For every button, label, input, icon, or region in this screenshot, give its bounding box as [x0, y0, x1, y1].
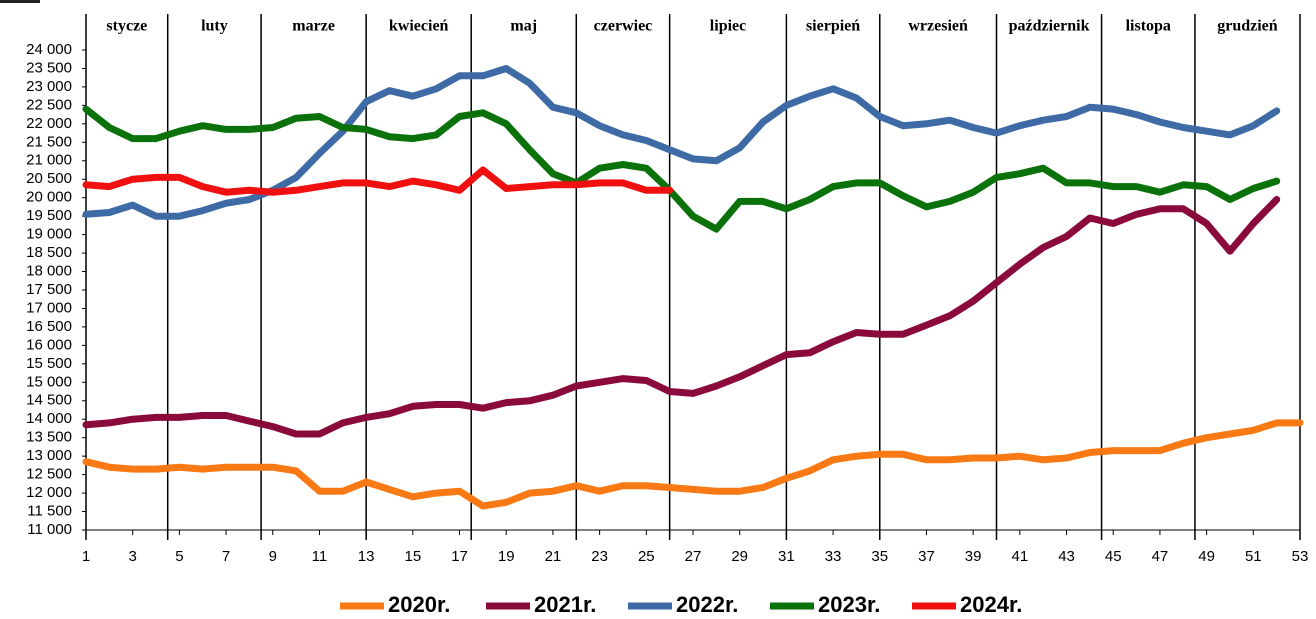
y-tick-label: 21 000 [26, 152, 72, 169]
y-tick-label: 16 000 [26, 336, 72, 353]
x-tick-label: 41 [1012, 548, 1029, 565]
y-tick-label: 20 000 [26, 189, 72, 206]
x-tick-label: 11 [312, 548, 328, 565]
y-tick-label: 11 000 [27, 521, 72, 538]
x-tick-label: 27 [685, 548, 702, 565]
y-tick-label: 18 000 [26, 263, 72, 280]
x-tick-label: 47 [1152, 548, 1169, 565]
series-line [82, 419, 1304, 510]
x-tick-label: 53 [1292, 548, 1309, 565]
series-line [82, 105, 1281, 233]
x-tick-label: 19 [498, 548, 515, 565]
month-label: marze [292, 18, 335, 35]
x-tick-label: 13 [358, 548, 375, 565]
month-label: sierpień [806, 18, 860, 35]
series-line [82, 196, 1281, 438]
x-tick-label: 5 [175, 548, 183, 565]
x-tick-label: 49 [1198, 548, 1215, 565]
x-tick-label: 39 [965, 548, 982, 565]
x-tick-label: 43 [1058, 548, 1075, 565]
y-tick-label: 19 000 [26, 226, 72, 243]
x-tick-label: 23 [591, 548, 608, 565]
y-tick-label: 16 500 [26, 318, 72, 335]
y-tick-label: 24 000 [26, 41, 72, 58]
y-tick-label: 21 500 [26, 133, 72, 150]
y-tick-label: 18 500 [26, 244, 72, 261]
x-tick-label: 33 [825, 548, 842, 565]
x-tick-label: 17 [451, 548, 468, 565]
legend-label: 2023r. [818, 592, 880, 617]
x-tick-label: 35 [871, 548, 888, 565]
legend-label: 2022r. [676, 592, 738, 617]
x-tick-label: 31 [778, 548, 795, 565]
x-tick-label: 45 [1105, 548, 1122, 565]
x-tick-label: 25 [638, 548, 655, 565]
x-tick-label: 37 [918, 548, 935, 565]
y-tick-label: 14 000 [26, 410, 72, 427]
series-line [82, 65, 1281, 220]
month-label: maj [510, 18, 537, 35]
series-line [82, 166, 674, 196]
month-label: październik [1009, 18, 1090, 35]
y-tick-label: 23 000 [26, 78, 72, 95]
month-label: kwiecień [389, 18, 449, 35]
y-tick-label: 22 500 [26, 96, 72, 113]
x-tick-label: 7 [222, 548, 230, 565]
y-tick-label: 15 500 [26, 355, 72, 372]
x-tick-label: 1 [82, 548, 90, 565]
y-tick-label: 13 500 [26, 429, 72, 446]
month-label: lipiec [710, 18, 746, 35]
y-tick-label: 13 000 [26, 447, 72, 464]
y-tick-label: 12 000 [26, 484, 72, 501]
x-tick-label: 29 [731, 548, 748, 565]
y-tick-label: 20 500 [26, 170, 72, 187]
legend-label: 2024r. [960, 592, 1022, 617]
x-tick-label: 9 [269, 548, 277, 565]
y-tick-label: 17 500 [26, 281, 72, 298]
y-tick-label: 15 000 [26, 373, 72, 390]
month-label: listopa [1126, 18, 1171, 35]
y-tick-label: 12 500 [26, 466, 72, 483]
y-tick-label: 19 500 [26, 207, 72, 224]
corner-mark [0, 0, 40, 3]
x-tick-label: 3 [129, 548, 137, 565]
x-tick-label: 15 [405, 548, 422, 565]
month-label: luty [201, 18, 228, 35]
month-label: stycze [106, 18, 147, 35]
x-tick-label: 51 [1245, 548, 1262, 565]
y-tick-label: 14 500 [26, 392, 72, 409]
y-tick-label: 22 000 [26, 115, 72, 132]
legend-label: 2020r. [388, 592, 450, 617]
y-tick-label: 23 500 [26, 59, 72, 76]
legend-label: 2021r. [534, 592, 596, 617]
y-tick-label: 11 500 [27, 503, 72, 520]
y-tick-label: 17 000 [26, 299, 72, 316]
month-label: grudzień [1217, 18, 1278, 35]
month-label: czerwiec [594, 18, 653, 35]
x-tick-label: 21 [545, 548, 562, 565]
month-label: wrzesień [908, 18, 968, 35]
